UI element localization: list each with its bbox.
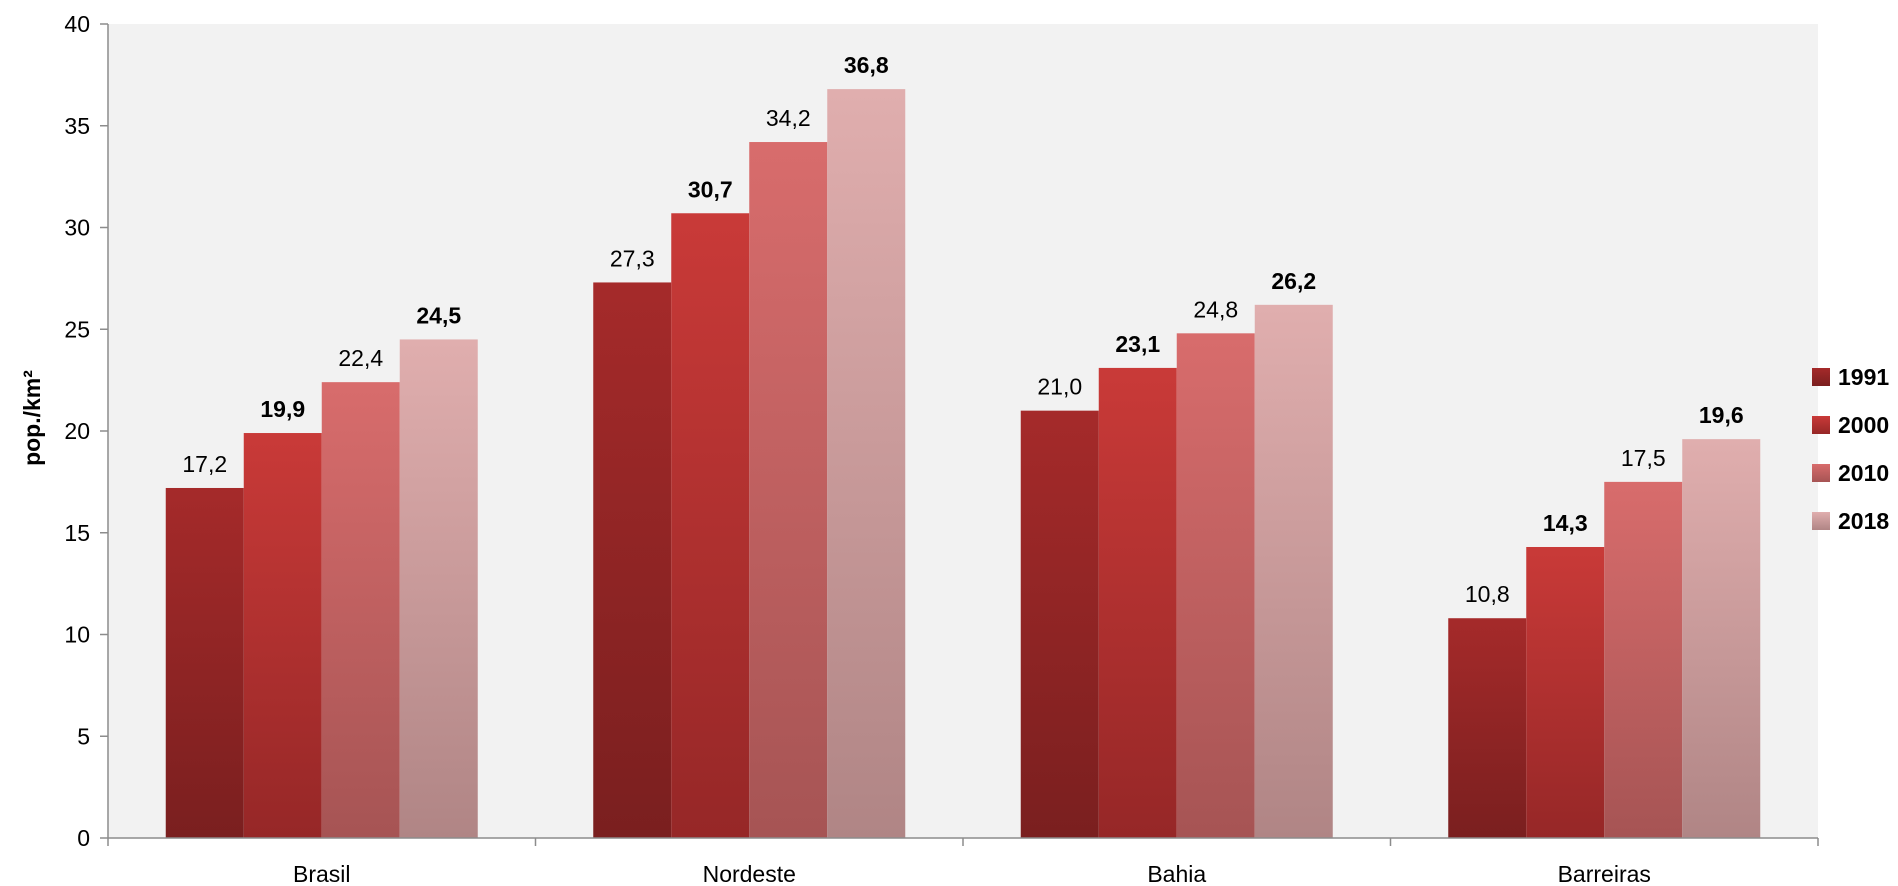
y-tick-label: 30 — [64, 215, 90, 241]
bar-nordeste-2010 — [749, 142, 828, 838]
y-tick-label: 15 — [64, 520, 90, 546]
y-tick-label: 10 — [64, 622, 90, 648]
data-label-brasil-2010: 22,4 — [338, 345, 383, 371]
data-label-bahia-1991: 21,0 — [1037, 374, 1082, 400]
bar-brasil-2000 — [243, 433, 322, 838]
data-label-brasil-2000: 19,9 — [260, 396, 305, 422]
data-label-bahia-2010: 24,8 — [1193, 296, 1238, 322]
data-label-brasil-2018: 24,5 — [416, 302, 461, 328]
y-axis-label: pop./km² — [19, 370, 45, 466]
bar-brasil-1991 — [165, 487, 244, 838]
bar-bahia-2018 — [1254, 304, 1333, 839]
data-label-nordeste-2018: 36,8 — [844, 52, 889, 78]
data-label-barreiras-1991: 10,8 — [1465, 581, 1510, 607]
bar-barreiras-1991 — [1448, 618, 1527, 838]
bar-barreiras-2018 — [1682, 439, 1761, 838]
data-label-nordeste-1991: 27,3 — [610, 245, 655, 271]
bar-brasil-2018 — [399, 339, 478, 838]
bar-nordeste-2000 — [671, 213, 750, 838]
data-label-bahia-2000: 23,1 — [1115, 331, 1160, 357]
bar-nordeste-1991 — [593, 282, 672, 838]
data-label-barreiras-2000: 14,3 — [1543, 510, 1588, 536]
bar-bahia-2010 — [1176, 333, 1255, 838]
bar-bahia-1991 — [1020, 410, 1099, 838]
data-labels-group: 17,2 19,9 22,4 24,5 27,3 30,7 34,2 36,8 21,0 23,1… — [182, 52, 1743, 607]
x-axis-ticks: Brasil Nordeste Bahia Barreiras — [107, 838, 1819, 886]
legend: 1991 2000 2010 2018 — [1812, 364, 1889, 534]
legend-swatch-2000 — [1812, 416, 1830, 434]
bar-brasil-2010 — [321, 382, 400, 838]
legend-label-1991: 1991 — [1838, 364, 1889, 390]
bar-nordeste-2018 — [827, 89, 906, 839]
bar-barreiras-2010 — [1604, 481, 1683, 838]
data-label-brasil-1991: 17,2 — [182, 451, 227, 477]
y-tick-label: 20 — [64, 418, 90, 444]
x-tick-label-nordeste: Nordeste — [703, 861, 796, 886]
data-label-nordeste-2010: 34,2 — [766, 105, 811, 131]
data-label-barreiras-2018: 19,6 — [1699, 402, 1744, 428]
legend-swatch-2010 — [1812, 464, 1830, 482]
y-tick-label: 0 — [77, 825, 90, 851]
legend-label-2018: 2018 — [1838, 508, 1889, 534]
y-tick-label: 35 — [64, 113, 90, 139]
legend-swatch-2018 — [1812, 512, 1830, 530]
x-tick-label-barreiras: Barreiras — [1558, 861, 1651, 886]
legend-label-2000: 2000 — [1838, 412, 1889, 438]
x-tick-label-brasil: Brasil — [293, 861, 351, 886]
legend-swatch-1991 — [1812, 368, 1830, 386]
data-label-bahia-2018: 26,2 — [1271, 268, 1316, 294]
x-tick-label-bahia: Bahia — [1147, 861, 1206, 886]
data-label-barreiras-2010: 17,5 — [1621, 445, 1666, 471]
y-tick-label: 40 — [64, 11, 90, 37]
bars-group — [165, 89, 1761, 839]
y-axis-ticks: 0 5 10 15 20 25 30 35 40 — [64, 11, 108, 851]
bar-barreiras-2000 — [1526, 546, 1605, 838]
data-label-nordeste-2000: 30,7 — [688, 176, 733, 202]
y-tick-label: 5 — [77, 723, 90, 749]
legend-label-2010: 2010 — [1838, 460, 1889, 486]
bar-bahia-2000 — [1098, 367, 1177, 838]
y-tick-label: 25 — [64, 316, 90, 342]
